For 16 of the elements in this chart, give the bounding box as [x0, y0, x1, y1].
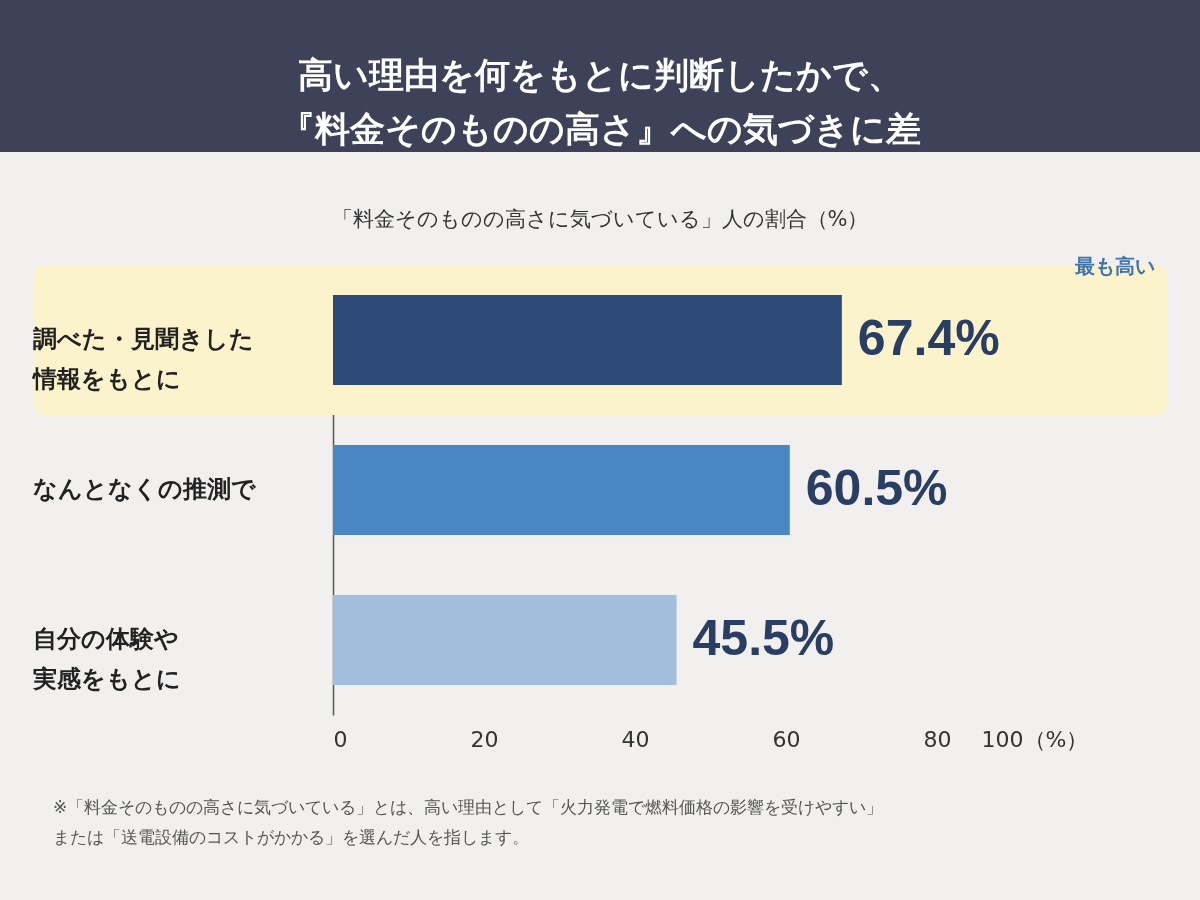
x-tick-label: 20	[470, 726, 499, 752]
y-tick-label: 調べた・見聞きした情報をもとに	[31, 325, 254, 393]
x-tick-label: 40	[621, 726, 650, 752]
data-label: 45.5%	[692, 610, 835, 666]
y-tick-label: 自分の体験や実感をもとに	[32, 625, 181, 693]
chart-subtitle: 「料金そのものの高さに気づいている」人の割合（%）	[331, 207, 869, 231]
x-tick-label: 60	[772, 726, 801, 752]
annotation: 最も高い	[1074, 254, 1155, 278]
x-tick-label: 0	[333, 726, 348, 752]
data-label: 60.5%	[805, 460, 948, 516]
x-tick-label: 80	[923, 726, 952, 752]
x-tick-label: 100（%）	[981, 726, 1089, 752]
text: ※「料金そのものの高さに気づいている」とは、高い理由として「火力発電で燃料価格の影響を受けやすい」または「送電設備のコストがかかる」を選んだ人を指します。	[53, 797, 884, 847]
chart-title: 高い理由を何をもとに判断したかで、『料金そのものの高さ』への気づきに差	[279, 55, 921, 149]
y-tick-label: なんとなくの推測で	[33, 475, 257, 503]
data-label: 67.4%	[857, 310, 1000, 366]
